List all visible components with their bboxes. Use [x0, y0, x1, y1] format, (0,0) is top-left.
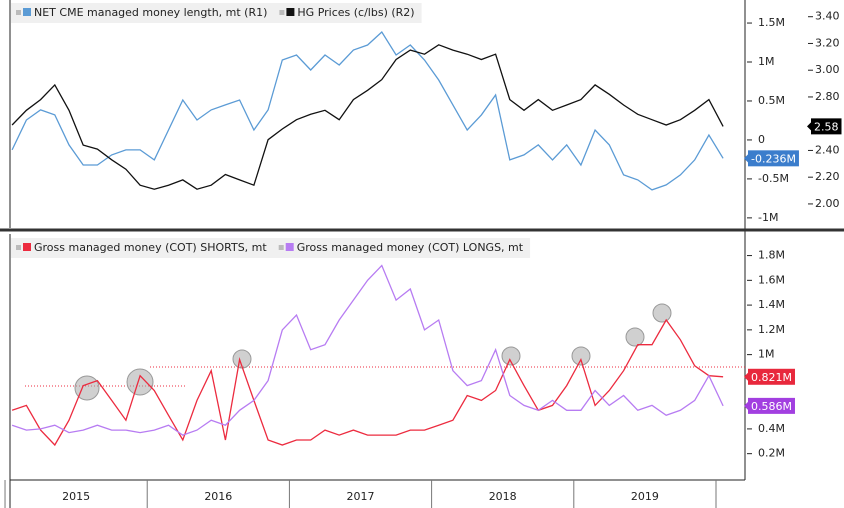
legend-label: Gross managed money (COT) SHORTS, mt [34, 241, 267, 254]
highlight [571, 346, 591, 366]
y-tick-label: 0.5M [758, 94, 785, 107]
highlight [126, 368, 154, 396]
legend-label: HG Prices (c/lbs) (R2) [297, 6, 414, 19]
legend-swatch [23, 243, 31, 251]
y-tick-label: 1.8M [758, 249, 785, 262]
legend-swatch [285, 243, 294, 251]
x-tick-label: 2018 [489, 490, 517, 503]
last-value-label: 2.58 [814, 120, 839, 133]
last-value-pointer [744, 154, 748, 163]
y-tick-label: 3.20 [815, 36, 840, 49]
legend-marker-box [16, 10, 21, 15]
highlight [625, 327, 645, 347]
last-value-box [811, 118, 842, 135]
y-tick-label: 3.40 [815, 10, 840, 23]
legend-swatch [286, 8, 295, 16]
y-tick-label: 0.2M [758, 447, 785, 460]
legend-background [11, 238, 531, 258]
last-value-box [748, 397, 795, 414]
y-tick-label: -1M [758, 211, 778, 224]
y-tick-label: 1.6M [758, 273, 785, 286]
y-tick-label: 2.40 [815, 143, 840, 156]
series-line [11, 318, 724, 447]
highlight-circles [74, 303, 672, 401]
y-tick-label: 1M [758, 348, 775, 361]
series-line [11, 30, 724, 191]
legend-marker-box [16, 245, 21, 250]
series-line [11, 44, 724, 190]
x-tick-label: 2016 [204, 490, 232, 503]
legend-marker-box [278, 245, 284, 250]
y-tick-label: 2.20 [815, 170, 840, 183]
highlight [501, 346, 521, 366]
x-tick-label: 2019 [631, 490, 659, 503]
last-value-box [748, 368, 795, 385]
y-tick-label: 1.5M [758, 16, 785, 29]
y-tick-label: 1M [758, 55, 775, 68]
legend-background [11, 3, 422, 23]
last-value-pointer [807, 122, 811, 131]
x-tick-label: 2015 [62, 490, 90, 503]
last-value-label: 0.821M [751, 371, 792, 384]
last-value-pointer [744, 401, 748, 410]
legend: NET CME managed money length, mt (R1) HG … [11, 3, 422, 23]
highlight [652, 303, 672, 323]
legend-label: Gross managed money (COT) LONGS, mt [297, 241, 524, 254]
x-tick-label: 2017 [347, 490, 375, 503]
y-tick-label: 1.4M [758, 298, 785, 311]
y-tick-label: 0 [758, 133, 765, 146]
last-value-pointer [744, 372, 748, 381]
y-tick-label: 2.80 [815, 90, 840, 103]
series-line [11, 264, 724, 436]
last-value-label: -0.236M [751, 152, 796, 165]
y-tick-label: 3.00 [815, 63, 840, 76]
last-value-box [748, 150, 799, 167]
y-tick-label: 0.4M [758, 422, 785, 435]
legend-label: NET CME managed money length, mt (R1) [34, 6, 267, 19]
y-tick-label: -0.5M [758, 172, 789, 185]
y-tick-label: 1.2M [758, 323, 785, 336]
legend-swatch [23, 8, 31, 16]
y-tick-label: 2.00 [815, 197, 840, 210]
last-value-label: 0.586M [751, 400, 792, 413]
legend-marker-box [279, 10, 285, 15]
legend: Gross managed money (COT) SHORTS, mt Gros… [11, 238, 531, 258]
